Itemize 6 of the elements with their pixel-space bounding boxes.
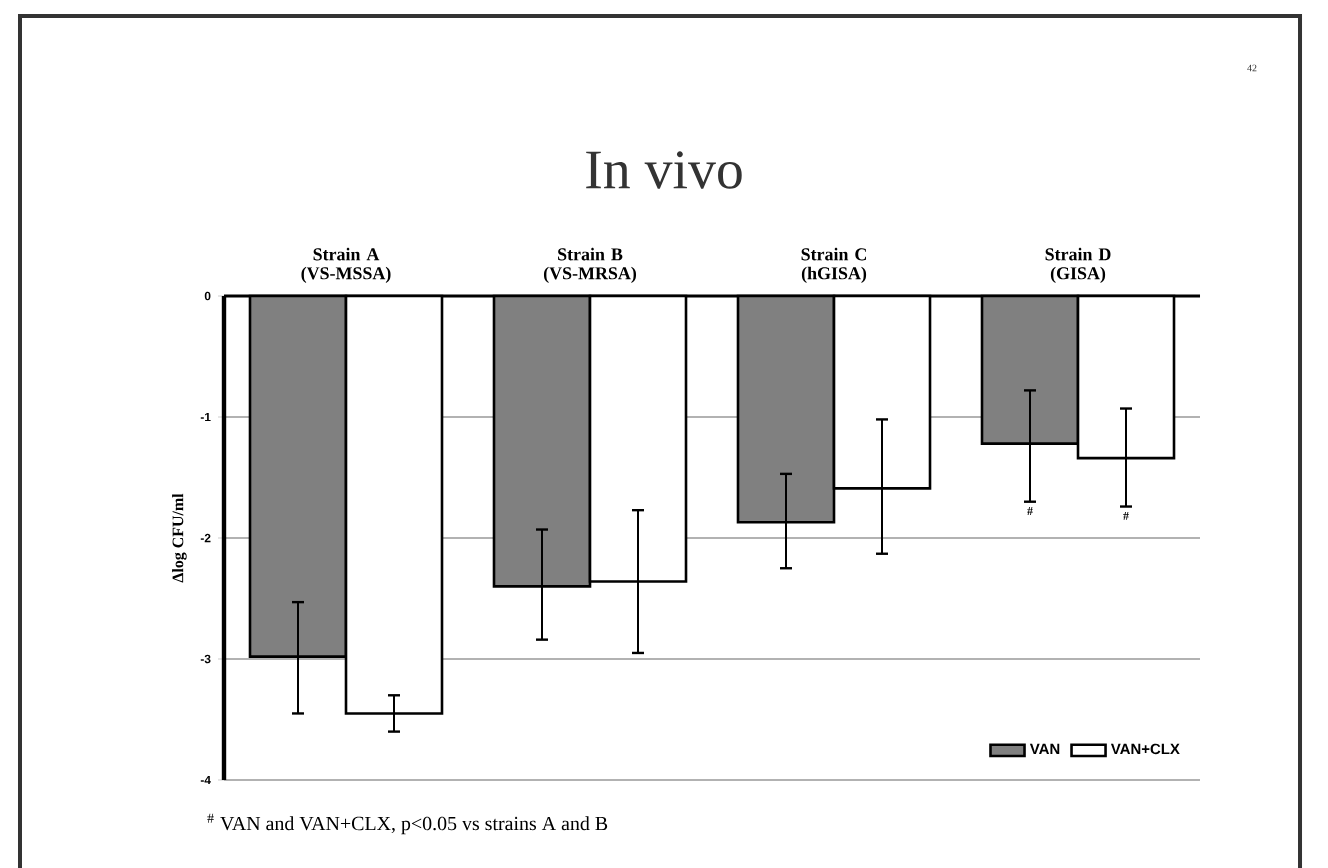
text: $^{#}$ VAN and VAN+CLX, p<0.05 vs strains A and B bbox=[207, 813, 608, 835]
x-tick-label: Strain C (hGISA) bbox=[801, 247, 867, 283]
chart-title: In vivo bbox=[586, 151, 742, 189]
x-tick-label: Strain D (GISA) bbox=[1045, 247, 1111, 283]
x-tick-label: Strain B (VS-MRSA) bbox=[543, 247, 637, 283]
x-tick-label: Strain A (VS-MSSA) bbox=[301, 247, 391, 283]
